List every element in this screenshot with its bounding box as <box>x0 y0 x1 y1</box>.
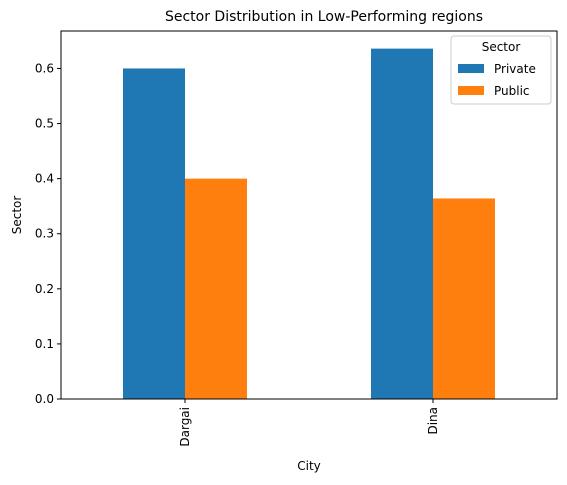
y-tick-label: 0.4 <box>35 172 54 186</box>
bars-group <box>123 48 495 400</box>
y-axis-label: Sector <box>10 196 24 235</box>
y-tick-label: 0.6 <box>35 61 54 75</box>
x-axis-label: City <box>297 459 321 473</box>
legend-label-public: Public <box>494 84 530 98</box>
bar-private-dina <box>371 48 433 399</box>
legend-label-private: Private <box>494 62 536 76</box>
y-tick-label: 0.5 <box>35 117 54 131</box>
y-axis-ticks: 0.0 0.1 0.2 0.3 0.4 0.5 0.6 <box>35 61 61 406</box>
bar-public-dargai <box>185 178 247 399</box>
y-tick-label: 0.2 <box>35 282 54 296</box>
x-axis-ticks: Dargai Dina <box>178 399 440 447</box>
legend-swatch-public <box>458 86 484 95</box>
x-tick-label: Dina <box>426 407 440 435</box>
bar-private-dargai <box>123 68 185 400</box>
legend-items: Private Public <box>458 62 536 98</box>
y-tick-label: 0.3 <box>35 227 54 241</box>
chart-title: Sector Distribution in Low-Performing re… <box>165 9 483 25</box>
x-tick-label: Dargai <box>178 407 192 447</box>
legend: Sector Private Public <box>450 35 552 105</box>
legend-swatch-private <box>458 64 484 73</box>
y-tick-label: 0.1 <box>35 337 54 351</box>
plot-frame <box>60 30 558 400</box>
legend-title: Sector <box>482 40 521 54</box>
y-tick-label: 0.0 <box>35 392 54 406</box>
bar-public-dina <box>433 198 495 399</box>
